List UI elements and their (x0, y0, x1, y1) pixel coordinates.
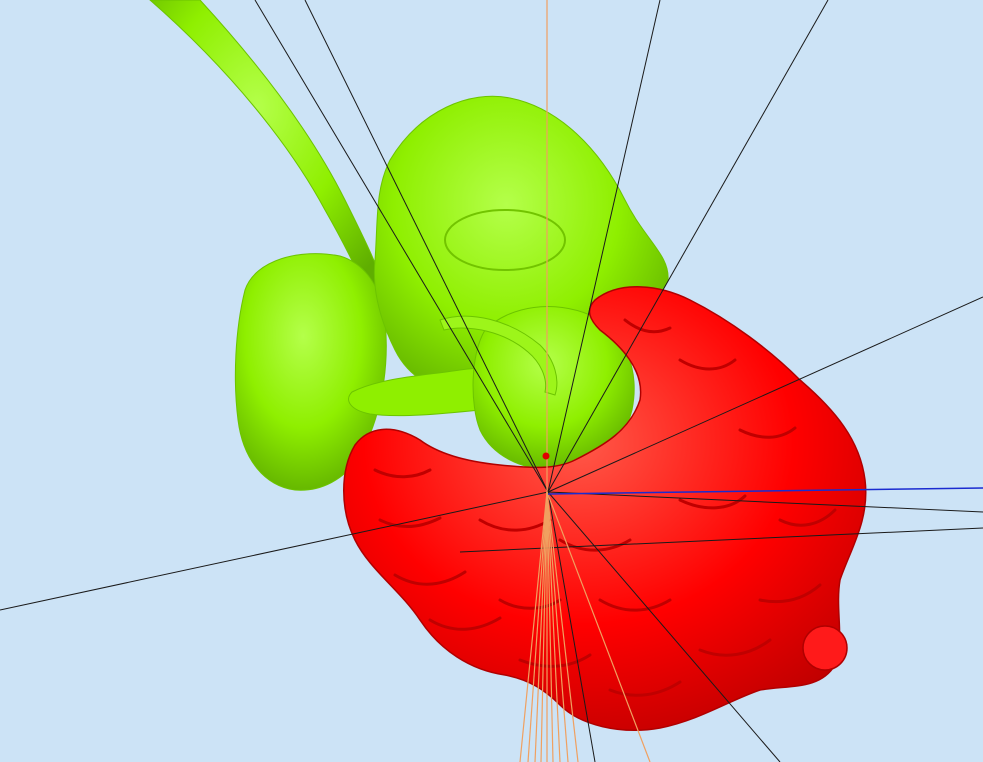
upper-digestive-organs[interactable] (149, 0, 669, 491)
stomach-fold (444, 209, 566, 271)
colon-end (802, 625, 848, 671)
marker-dot (542, 452, 550, 460)
ray-lines-orange (519, 0, 651, 762)
intestines[interactable] (343, 286, 867, 731)
intestine-folds (373, 318, 837, 697)
bile-duct (439, 315, 558, 396)
colon (343, 286, 867, 731)
blue-axis-line (547, 487, 983, 495)
